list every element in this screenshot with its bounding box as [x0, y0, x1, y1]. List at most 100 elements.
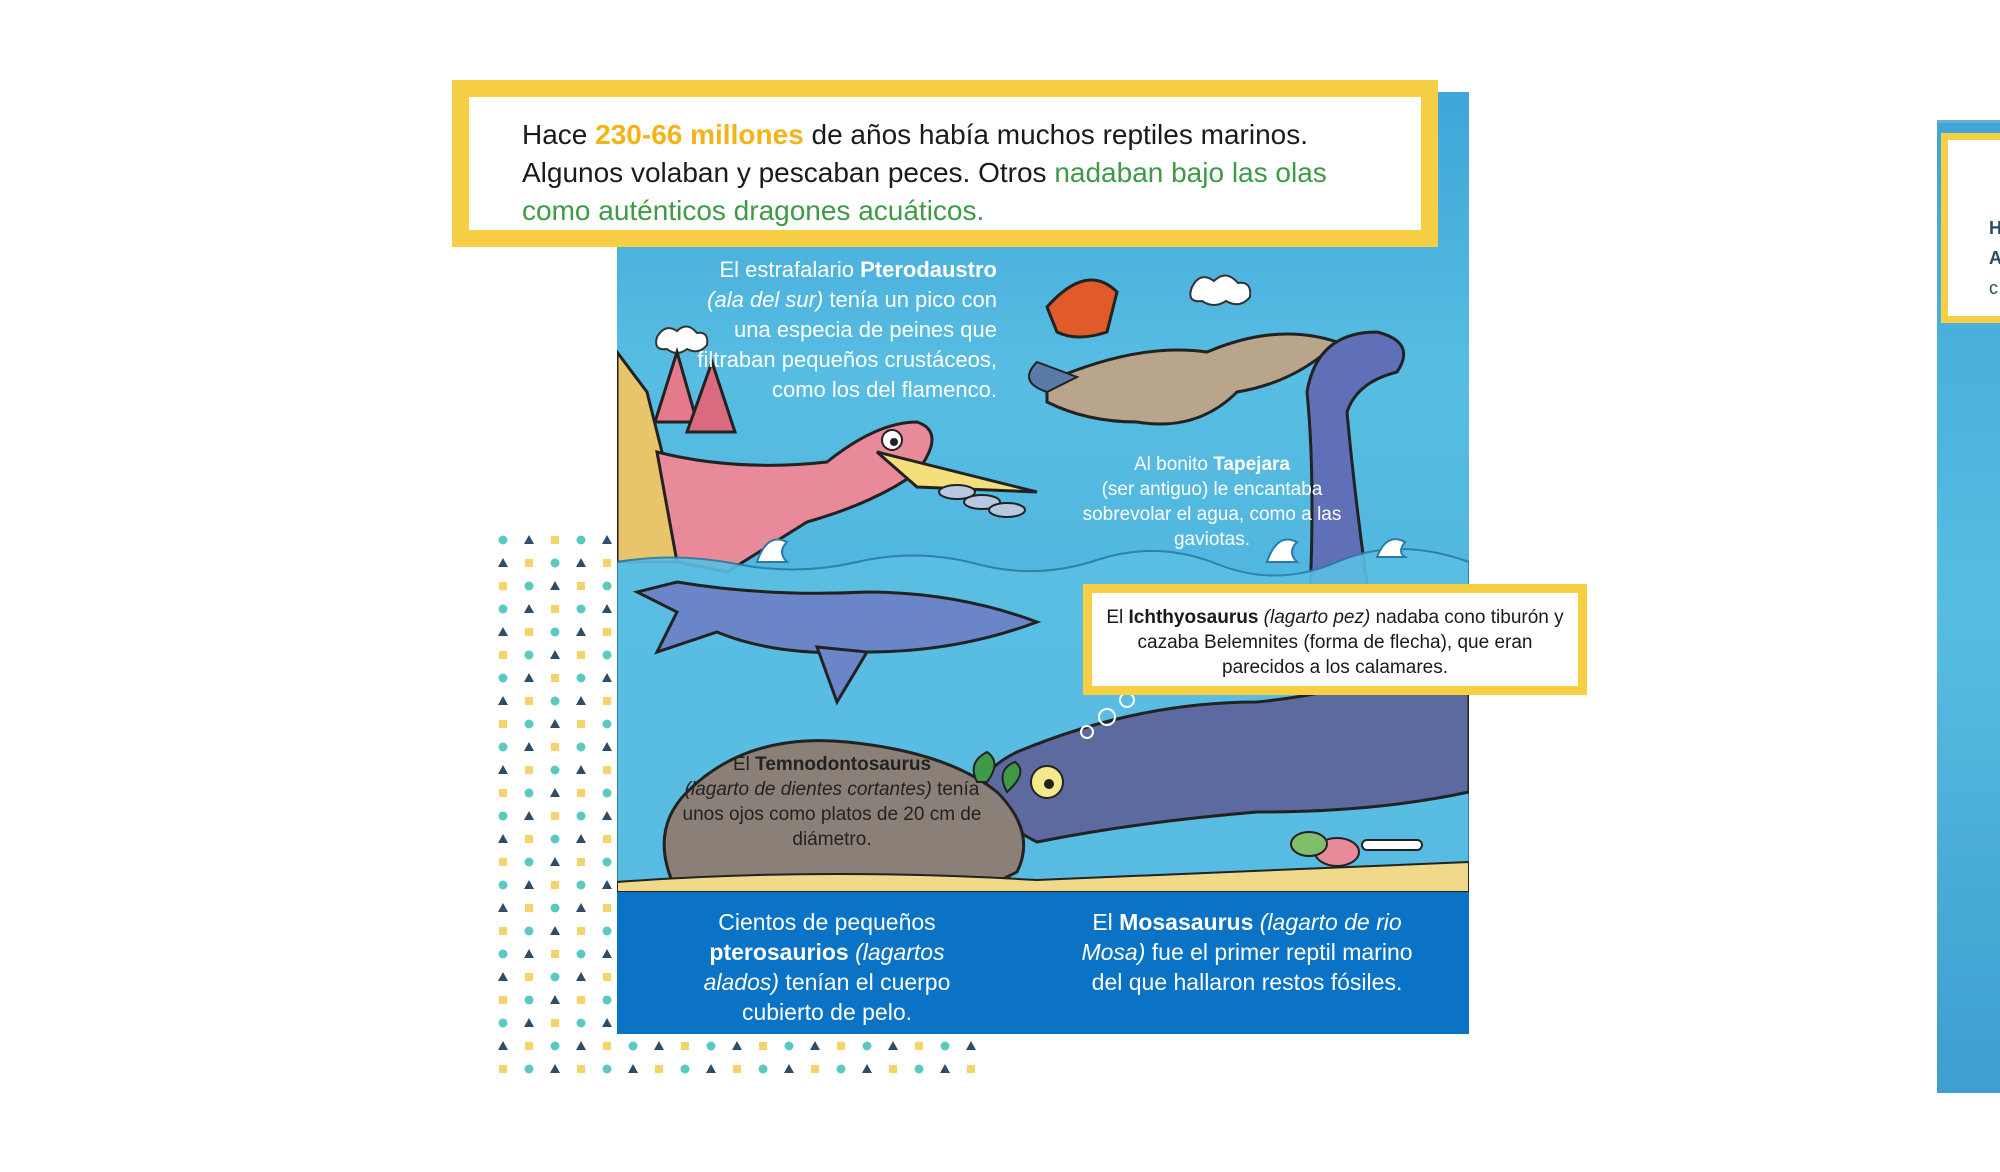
dot-square — [525, 559, 533, 567]
dot-circle — [498, 673, 508, 683]
temnodontosaurus-caption: El Temnodontosaurus (lagarto de dientes c… — [682, 754, 982, 850]
dot-circle — [602, 788, 612, 798]
dot-triangle — [524, 1018, 534, 1027]
dot-circle — [602, 581, 612, 591]
pterosaurios-caption: Cientos de pequeños pterosaurios (lagart… — [703, 909, 951, 1025]
dot-circle — [550, 903, 560, 913]
dot-square — [551, 605, 559, 613]
dot-circle — [862, 1041, 872, 1051]
dot-square — [525, 835, 533, 843]
dot-triangle — [524, 949, 534, 958]
dot-triangle — [602, 673, 612, 682]
sea-floor — [617, 860, 1469, 893]
mosasaurus-caption: El Mosasaurus (lagarto de rio Mosa) fue … — [1081, 909, 1413, 995]
dot-square — [603, 628, 611, 636]
dot-square — [811, 1065, 819, 1073]
dot-square — [603, 1042, 611, 1050]
dot-triangle — [576, 1041, 586, 1050]
dot-circle — [576, 1018, 586, 1028]
dot-circle — [498, 604, 508, 614]
dot-circle — [498, 811, 508, 821]
dot-triangle — [498, 834, 508, 843]
dot-circle — [524, 650, 534, 660]
dot-square — [733, 1065, 741, 1073]
dot-triangle — [732, 1041, 742, 1050]
dot-triangle — [498, 972, 508, 981]
dot-square — [577, 789, 585, 797]
dot-triangle — [550, 719, 560, 728]
dot-triangle — [654, 1041, 664, 1050]
dot-triangle — [576, 972, 586, 981]
dot-square — [889, 1065, 897, 1073]
dot-square — [499, 927, 507, 935]
next-slide-preview[interactable]: H A c — [1937, 120, 2000, 1093]
dot-circle — [602, 926, 612, 936]
dot-triangle — [602, 880, 612, 889]
dot-square — [915, 1042, 923, 1050]
rock-spire — [684, 357, 738, 434]
dot-triangle — [550, 581, 560, 590]
dot-square — [499, 789, 507, 797]
dot-square — [681, 1042, 689, 1050]
dot-triangle — [602, 604, 612, 613]
tapejara-caption: Al bonito Tapejara (ser antiguo) le encan… — [1082, 454, 1342, 550]
dot-square — [499, 1065, 507, 1073]
dot-circle — [498, 742, 508, 752]
dot-triangle — [966, 1041, 976, 1050]
dot-square — [551, 950, 559, 958]
dot-triangle — [784, 1064, 794, 1073]
dot-circle — [706, 1041, 716, 1051]
dot-square — [525, 904, 533, 912]
rock-spire — [652, 346, 699, 424]
temnodontosaurus — [662, 739, 1026, 894]
dot-triangle — [550, 1064, 560, 1073]
dot-triangle — [550, 995, 560, 1004]
dot-triangle — [628, 1064, 638, 1073]
dot-square — [759, 1042, 767, 1050]
pterodaustro — [1045, 332, 1340, 426]
dot-circle — [576, 604, 586, 614]
dot-triangle — [888, 1041, 898, 1050]
next-slide-text-frame — [1941, 133, 2000, 323]
ichthyosaurus-caption-box: El Ichthyosaurus (lagarto pez) nadaba co… — [1083, 584, 1587, 695]
dot-square — [499, 651, 507, 659]
dot-square — [525, 697, 533, 705]
dot-triangle — [524, 673, 534, 682]
dot-square — [577, 582, 585, 590]
dot-triangle — [550, 788, 560, 797]
dot-circle — [550, 972, 560, 982]
dot-circle — [602, 857, 612, 867]
dot-triangle — [576, 765, 586, 774]
dot-circle — [628, 1041, 638, 1051]
dot-circle — [524, 995, 534, 1005]
dot-square — [603, 766, 611, 774]
dot-square — [577, 858, 585, 866]
dot-triangle — [706, 1064, 716, 1073]
dot-circle — [550, 696, 560, 706]
dot-triangle — [576, 558, 586, 567]
dot-triangle — [602, 742, 612, 751]
dot-triangle — [602, 811, 612, 820]
dot-triangle — [524, 880, 534, 889]
dot-square — [603, 973, 611, 981]
dot-square — [525, 973, 533, 981]
dot-circle — [498, 535, 508, 545]
dot-circle — [576, 949, 586, 959]
dot-square — [551, 674, 559, 682]
next-slide-letter: c — [1989, 278, 1998, 298]
dot-circle — [758, 1064, 768, 1074]
intro-text-box: Hace 230-66 millones de años había mucho… — [452, 80, 1438, 247]
dot-square — [603, 904, 611, 912]
dot-triangle — [862, 1064, 872, 1073]
dot-square — [837, 1042, 845, 1050]
dot-triangle — [498, 558, 508, 567]
dot-square — [525, 628, 533, 636]
dot-circle — [576, 673, 586, 683]
dot-square — [551, 881, 559, 889]
dot-circle — [550, 1041, 560, 1051]
dot-circle — [680, 1064, 690, 1074]
dot-circle — [602, 719, 612, 729]
illustration-panel: El estrafalario Pterodaustro (ala del su… — [617, 92, 1469, 1034]
dot-square — [577, 927, 585, 935]
